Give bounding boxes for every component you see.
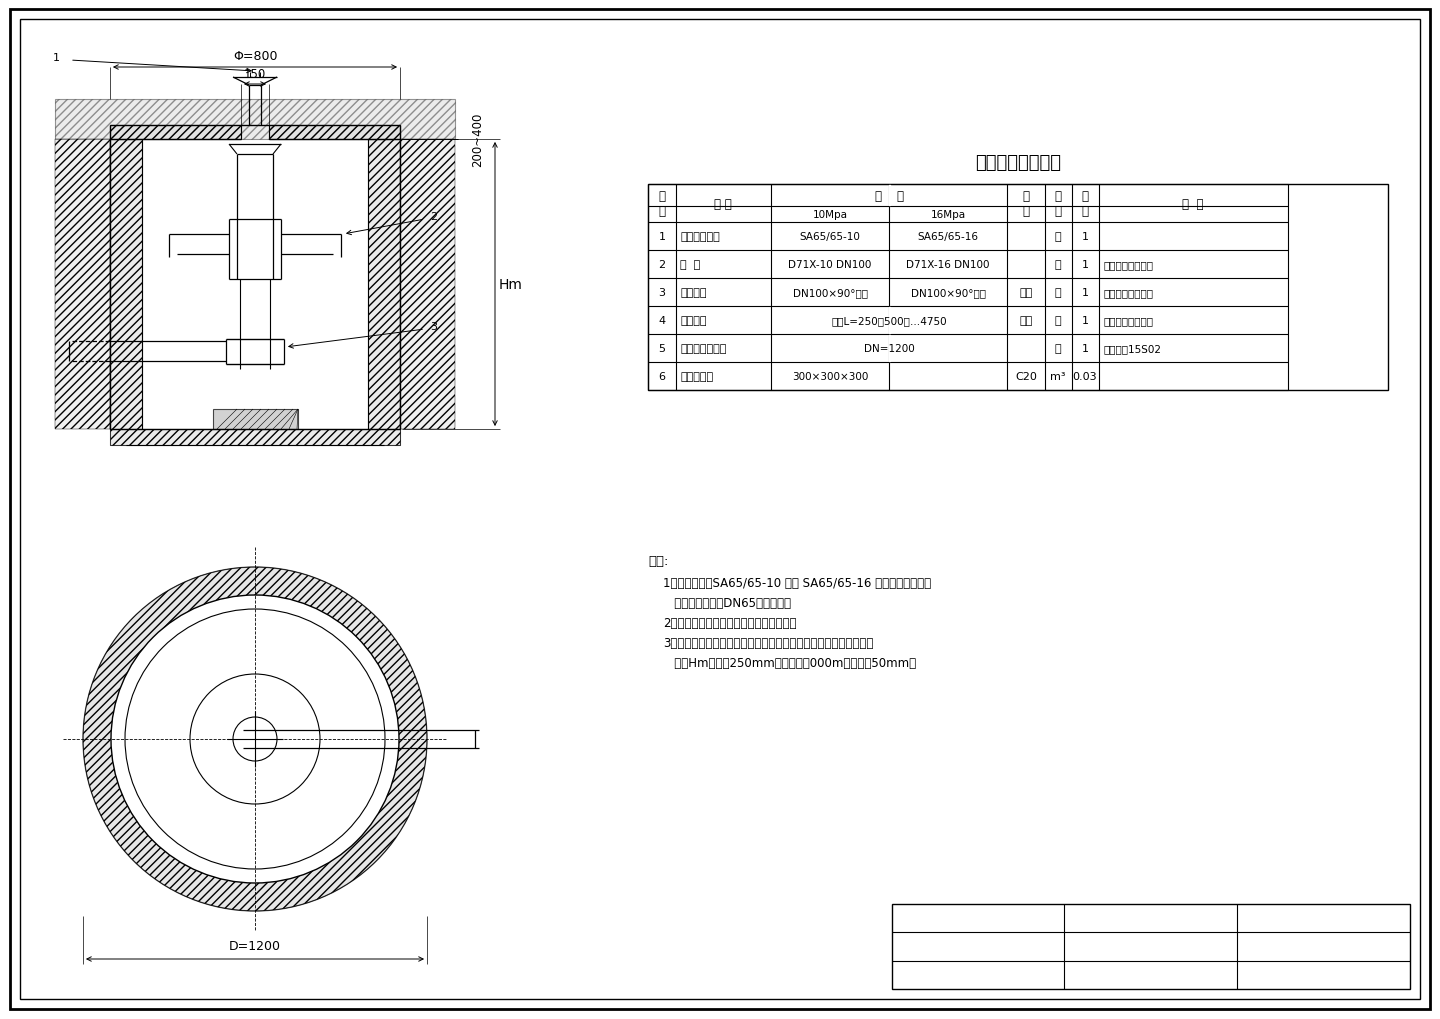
Text: 10Mpa: 10Mpa (812, 210, 848, 220)
Text: 1: 1 (1081, 287, 1089, 298)
Text: 详见图集15S02: 详见图集15S02 (1103, 343, 1161, 354)
Text: SA65/65-16: SA65/65-16 (917, 231, 979, 242)
Text: 个: 个 (1054, 260, 1061, 270)
Text: 长度L=250、500、…4750: 长度L=250、500、…4750 (831, 316, 948, 326)
Text: 地下式消火栓: 地下式消火栓 (680, 231, 720, 242)
Text: 200~400: 200~400 (471, 113, 484, 167)
Text: 圆形立式闸阀井: 圆形立式闸阀井 (680, 343, 726, 354)
Text: 3: 3 (658, 287, 665, 298)
Text: D71X-10 DN100: D71X-10 DN100 (788, 260, 871, 270)
Text: 1: 1 (1081, 231, 1089, 242)
Text: 1: 1 (1081, 343, 1089, 354)
Text: 与消火栓配套供应: 与消火栓配套供应 (1103, 287, 1153, 298)
Bar (55, 140, 109, 430)
Text: 铸铁: 铸铁 (1020, 316, 1032, 326)
Text: 2: 2 (658, 260, 665, 270)
Text: 套: 套 (1054, 231, 1061, 242)
Text: 混凝土支墩: 混凝土支墩 (680, 372, 713, 382)
Text: 1: 1 (1081, 316, 1089, 326)
Text: m³: m³ (1050, 372, 1066, 382)
Bar (891, 904, 1410, 989)
Bar (213, 410, 298, 430)
Text: 6: 6 (658, 372, 665, 382)
Text: 蝶  阀: 蝶 阀 (680, 260, 700, 270)
Text: 深度Hm可以从250mm逐档加高到000m，每档为50mm。: 深度Hm可以从250mm逐档加高到000m，每档为50mm。 (662, 656, 916, 669)
Text: 3: 3 (431, 322, 436, 331)
Bar (109, 430, 400, 445)
Text: 规    格: 规 格 (874, 190, 903, 203)
Bar (109, 430, 400, 445)
Text: 铸铁: 铸铁 (1020, 287, 1032, 298)
Text: 300×300×300: 300×300×300 (792, 372, 868, 382)
Text: 1: 1 (658, 231, 665, 242)
Text: 5: 5 (658, 343, 665, 354)
Text: 该消火栓有两个DN65的出水口。: 该消火栓有两个DN65的出水口。 (662, 596, 791, 609)
Text: Φ=800: Φ=800 (233, 51, 278, 63)
Text: 说明:: 说明: (648, 554, 668, 568)
Bar (369, 140, 400, 430)
Text: 0.03: 0.03 (1073, 372, 1097, 382)
Text: 个: 个 (1054, 287, 1061, 298)
Circle shape (111, 595, 399, 883)
Bar (55, 140, 109, 430)
Bar (109, 126, 240, 140)
Text: 3、根据支管埋深的不同，可选用不同长度的法兰接管，使管道覆土: 3、根据支管埋深的不同，可选用不同长度的法兰接管，使管道覆土 (662, 637, 874, 649)
Bar (369, 140, 400, 430)
Text: C20: C20 (1015, 372, 1037, 382)
Text: 座: 座 (1054, 343, 1061, 354)
Text: 单
位: 单 位 (1054, 190, 1061, 218)
Bar (269, 126, 400, 140)
Text: 材
料: 材 料 (1022, 190, 1030, 218)
Text: 编
号: 编 号 (658, 190, 665, 218)
Text: 1: 1 (1081, 260, 1089, 270)
Text: 主要设备及材料表: 主要设备及材料表 (975, 154, 1061, 172)
Text: D71X-16 DN100: D71X-16 DN100 (906, 260, 989, 270)
Bar (269, 126, 400, 140)
Bar (648, 184, 1388, 390)
Text: SA65/65-10: SA65/65-10 (799, 231, 861, 242)
Text: 1、消火栓采用SA65/65-10 型或 SA65/65-16 型地下式消火栓。: 1、消火栓采用SA65/65-10 型或 SA65/65-16 型地下式消火栓。 (662, 577, 932, 589)
Bar (400, 140, 455, 430)
Text: D=1200: D=1200 (229, 940, 281, 953)
Text: 与消火栓配套供应: 与消火栓配套供应 (1103, 260, 1153, 270)
Text: 数
量: 数 量 (1081, 190, 1089, 218)
Text: 个: 个 (1054, 316, 1061, 326)
Bar (109, 140, 143, 430)
Text: 2: 2 (431, 212, 438, 222)
Text: 备  注: 备 注 (1182, 198, 1204, 210)
Text: 由设计人选定长度: 由设计人选定长度 (1103, 316, 1153, 326)
Bar (400, 140, 455, 430)
Text: 法兰接管: 法兰接管 (680, 316, 707, 326)
Text: 150: 150 (243, 68, 266, 82)
Bar (55, 100, 455, 140)
Text: Hm: Hm (500, 278, 523, 291)
Text: 名 称: 名 称 (714, 198, 732, 210)
Bar (109, 140, 143, 430)
Text: 4: 4 (658, 316, 665, 326)
Text: 16Mpa: 16Mpa (930, 210, 966, 220)
Text: DN=1200: DN=1200 (864, 343, 914, 354)
Text: 1: 1 (53, 53, 60, 63)
Circle shape (84, 568, 428, 911)
Text: 弯管底座: 弯管底座 (680, 287, 707, 298)
Text: DN100×90°双盘: DN100×90°双盘 (910, 287, 985, 298)
Text: DN100×90°承盘: DN100×90°承盘 (792, 287, 867, 298)
Text: 2、管道及管件等防腐作法由设计人确定。: 2、管道及管件等防腐作法由设计人确定。 (662, 616, 796, 630)
Bar (109, 126, 240, 140)
